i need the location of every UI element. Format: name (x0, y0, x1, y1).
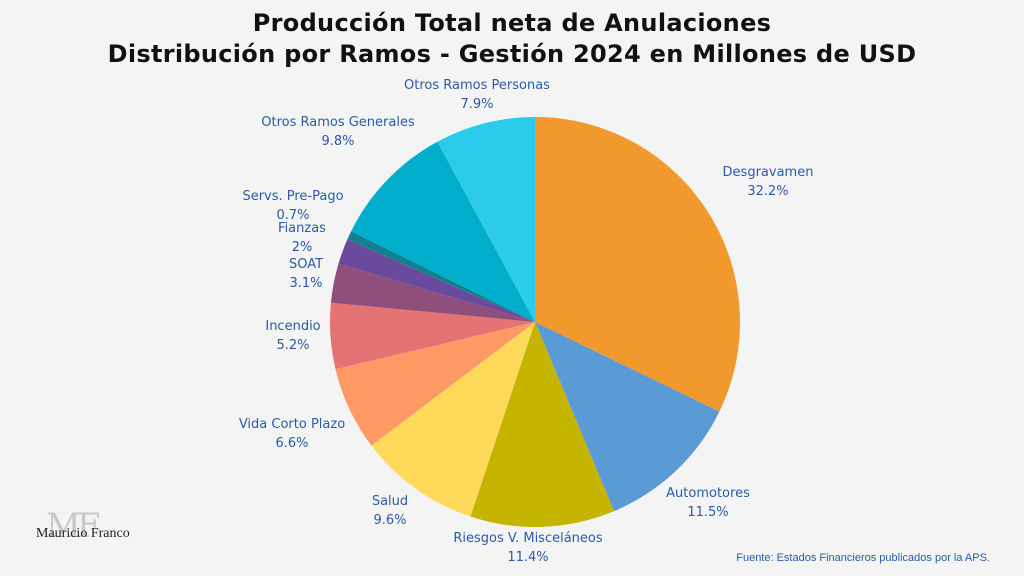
pie-slice (535, 117, 741, 412)
pie-slice (351, 141, 535, 322)
pie-slice (371, 322, 535, 517)
slice-label-value: 7.9% (460, 97, 493, 112)
slice-label-name: Incendio (265, 319, 320, 334)
slice-label-name: Servs. Pre-Pago (242, 189, 343, 204)
slice-label-name: SOAT (289, 257, 323, 272)
slice-label-name: Otros Ramos Personas (404, 78, 550, 93)
slice-label-name: Fianzas (278, 221, 326, 236)
slice-label-value: 0.7% (276, 208, 309, 223)
chart-title: Producción Total neta de Anulaciones Dis… (0, 8, 1024, 70)
slice-label-value: 9.6% (373, 513, 406, 528)
pie-slice (347, 231, 535, 322)
slice-label-value: 2% (292, 240, 313, 255)
chart-title-line-1: Producción Total neta de Anulaciones (252, 9, 772, 37)
slice-label-value: 6.6% (275, 436, 308, 451)
pie-slice (330, 263, 535, 322)
pie-slice (437, 117, 535, 322)
logo-monogram: MF (46, 506, 100, 546)
slice-label-value: 5.2% (276, 338, 309, 353)
slice-label-name: Automotores (666, 486, 750, 501)
chart-title-line-2: Distribución por Ramos - Gestión 2024 en… (107, 40, 917, 68)
pie-slice (335, 322, 535, 446)
author-logo: MF Mauricio Franco (36, 506, 136, 554)
pie-slice (329, 302, 535, 370)
logo-name: Mauricio Franco (36, 526, 130, 541)
slice-label-name: Desgravamen (723, 165, 814, 180)
pie-slice (535, 322, 720, 512)
slice-label-name: Otros Ramos Generales (261, 115, 415, 130)
pie-slice (338, 239, 535, 322)
source-note: Fuente: Estados Financieros publicados p… (736, 552, 990, 564)
slice-label-value: 11.4% (507, 550, 548, 565)
slice-label-name: Salud (372, 494, 408, 509)
pie-slice (470, 322, 615, 527)
slice-label-value: 32.2% (747, 184, 788, 199)
slice-label-name: Vida Corto Plazo (239, 417, 345, 432)
slice-label-name: Riesgos V. Misceláneos (453, 531, 603, 546)
slice-label-value: 11.5% (687, 505, 728, 520)
slice-label-value: 9.8% (321, 134, 354, 149)
slice-label-value: 3.1% (289, 276, 322, 291)
